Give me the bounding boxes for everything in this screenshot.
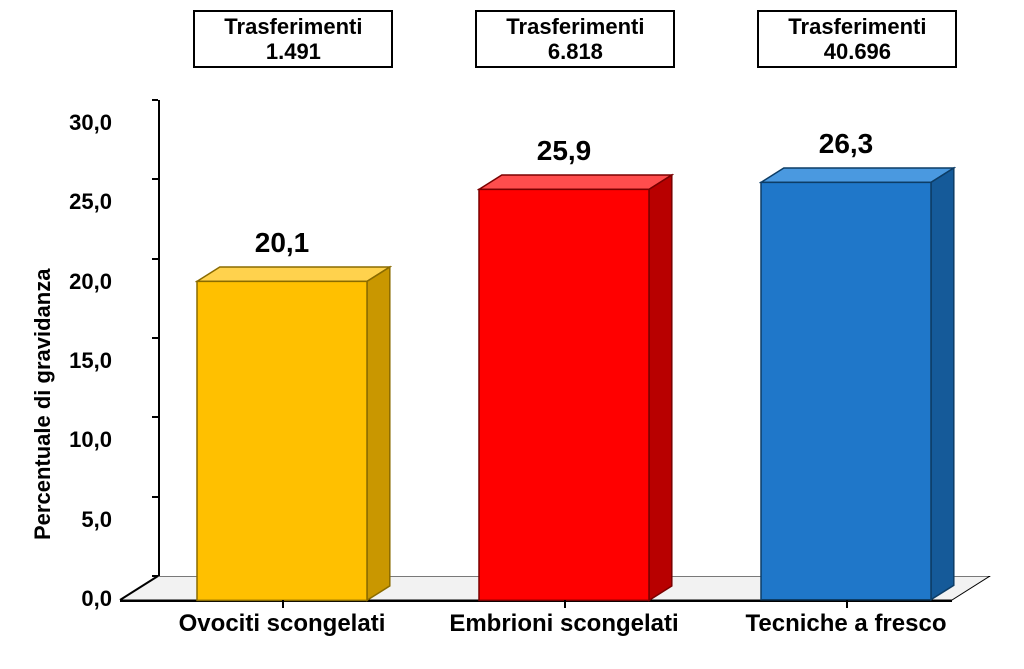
y-tick-label: 25,0: [42, 189, 112, 215]
info-box-line1: Trasferimenti: [759, 14, 955, 39]
y-axis-title: Percentuale di gravidanza: [30, 269, 56, 540]
bar-0: [195, 265, 392, 602]
axis-diagonal: [118, 574, 160, 602]
info-box-line2: 6.818: [477, 39, 673, 64]
x-tick: [846, 600, 848, 608]
bar-value-label: 20,1: [177, 227, 387, 259]
y-tick-label: 30,0: [42, 110, 112, 136]
bar-value-label: 26,3: [741, 128, 951, 160]
info-box: Trasferimenti6.818: [475, 10, 675, 68]
bar-1: [477, 173, 674, 602]
info-box-line2: 40.696: [759, 39, 955, 64]
info-box: Trasferimenti1.491: [193, 10, 393, 68]
info-box-line2: 1.491: [195, 39, 391, 64]
x-tick: [282, 600, 284, 608]
bar-category-label: Tecniche a fresco: [721, 610, 971, 638]
info-box: Trasferimenti40.696: [757, 10, 957, 68]
y-tick-label: 0,0: [42, 586, 112, 612]
bar-category-label: Embrioni scongelati: [439, 610, 689, 638]
bar-2: [759, 166, 956, 602]
info-box-line1: Trasferimenti: [477, 14, 673, 39]
info-box-line1: Trasferimenti: [195, 14, 391, 39]
x-tick: [564, 600, 566, 608]
bar-category-label: Ovociti scongelati: [157, 610, 407, 638]
bar-value-label: 25,9: [459, 135, 669, 167]
